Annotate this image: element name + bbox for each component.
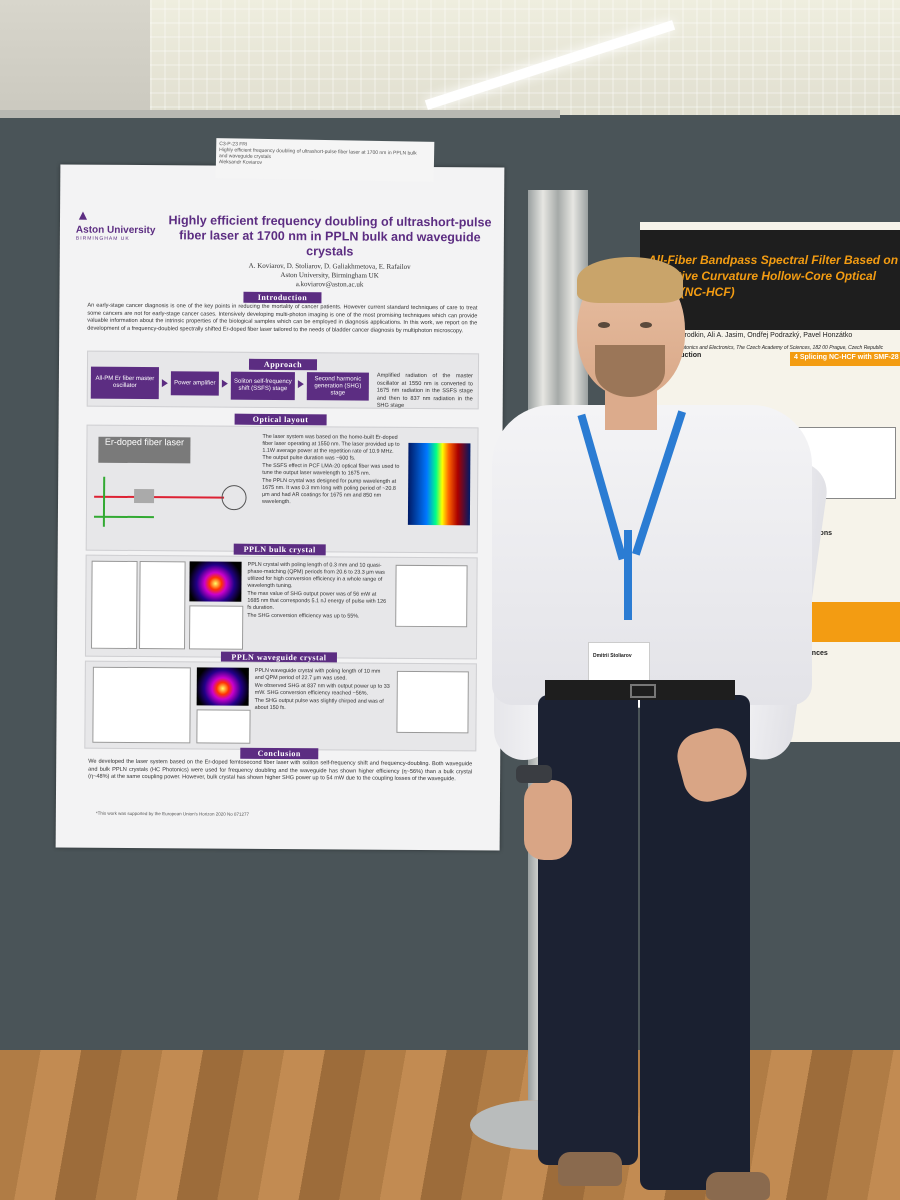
lanyard-strap [624,530,632,620]
poster-authors: A. Koviarov, D. Stoliarov, D. Galiakhmet… [160,261,500,290]
bulk-spectra-plot [91,560,138,650]
bullet: The SHG conversion efficiency was up to … [247,612,360,620]
section-approach: Approach [248,358,318,371]
poster-title: Highly efficient frequency doubling of u… [168,213,492,259]
arrow-icon [221,379,228,388]
bullet: PPLN waveguide crystal with poling lengt… [254,667,381,682]
flow-amplifier: Power amplifier [170,371,219,396]
eye [598,322,610,328]
waveguide-beam-image [196,667,249,706]
poster2-authors: Borodkin, Ali A. Jasim, Ondřej Podrazký,… [676,332,853,339]
waveguide-bullets: PPLN waveguide crystal with poling lengt… [255,668,391,714]
intro-text: An early-stage cancer diagnosis is one o… [87,302,478,334]
bullet: We observed SHG at 837 nm with output po… [254,682,390,697]
arrow-icon [161,379,168,388]
belt [545,680,735,700]
bullet: The SHG output pulse was slightly chirpe… [254,697,384,712]
poster2-affiliation: Photonics and Electronics, The Czech Aca… [676,345,884,351]
bullet: The max value of SHG output power was of… [247,590,387,611]
poster2-section: duction [676,352,702,359]
email: a.koviarov@aston.ac.uk [295,280,364,289]
aston-logo-icon: ▲ [75,206,90,223]
wristwatch-icon [516,765,552,783]
er-laser-label: Er-doped fiber laser [98,436,191,464]
bullet: The SSFS effect in PCF LMA-20 optical fi… [262,462,400,477]
board-frame [0,110,560,118]
poster2-orange-band [790,352,900,366]
logo-name: Aston University [75,224,156,237]
flow-oscillator: All-PM Er fiber master oscillator [90,366,159,400]
aston-logo: ▲ Aston University BIRMINGHAM UK [76,207,156,248]
poster-id-label: C3-P-23 FRI Highly efficient frequency d… [215,138,435,182]
bullet: PPLN crystal with poling length of 0.3 m… [247,561,385,590]
flow-shg: Second harmonic generation (SHG) stage [306,372,369,401]
section-conclusion: Conclusion [240,747,319,760]
shoe [706,1172,770,1200]
left-hand [524,780,572,860]
optical-setup-diagram [93,476,247,527]
optical-bullets: The laser system was based on the home-b… [262,434,401,508]
badge-name: Dmitrii Stoliarov [593,653,632,659]
bulk-spectra-plot [139,561,186,650]
section-bulk: PPLN bulk crystal [233,543,326,556]
waveguide-spectrum-plot [92,666,191,744]
belt-buckle-icon [630,684,656,698]
approach-text: Amplified radiation of the master oscill… [376,372,473,409]
arrow-icon [297,380,304,389]
waveguide-pulse-plot [196,709,251,744]
logo-subtitle: BIRMINGHAM UK [75,235,130,242]
acknowledgement: *This work was supported by the European… [95,810,250,817]
section-introduction: Introduction [243,291,322,304]
eye [640,322,652,328]
conclusion-text: We developed the laser system based on t… [88,758,473,783]
section-optical-layout: Optical layout [234,413,327,426]
hair [577,257,683,303]
bulk-power-plot [395,564,468,628]
shoe [558,1152,622,1186]
autocorrelation-plot [189,605,244,650]
poster-label-author: Aleksandr Koviarov [218,159,263,166]
spectrogram-image [407,442,471,526]
waveguide-power-plot [396,670,469,734]
bullet: The PPLN crystal was designed for pump w… [262,477,397,506]
white-shirt [492,405,812,705]
trousers [538,695,638,1165]
beam-profile-image [189,561,242,602]
bulk-bullets: PPLN crystal with poling length of 0.3 m… [247,562,387,622]
poster2-section: 4 Splicing NC-HCF with SMF-28 [794,354,899,361]
poster2-title: All-Fiber Bandpass Spectral Filter Based… [648,253,899,299]
beard [595,345,665,397]
bullet: The laser system was based on the home-b… [262,433,400,462]
research-poster: ▲ Aston University BIRMINGHAM UK Highly … [55,164,505,851]
flow-ssfs: Soliton self-frequency shift (SSFS) stag… [230,371,295,401]
